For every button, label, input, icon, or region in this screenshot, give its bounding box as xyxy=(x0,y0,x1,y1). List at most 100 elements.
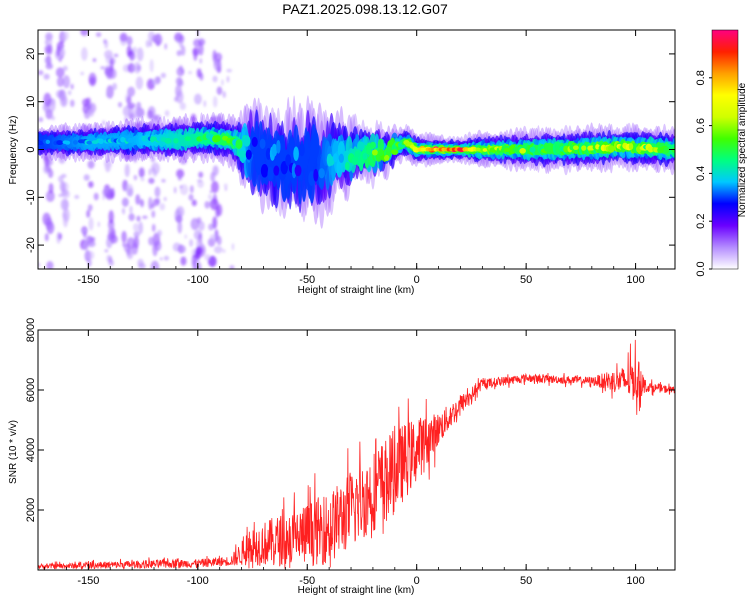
ridge-blob xyxy=(86,140,92,145)
noise-speckle xyxy=(192,259,197,269)
noise-speckle xyxy=(38,117,44,123)
ridge-blob xyxy=(354,150,360,158)
noise-speckle xyxy=(178,244,184,254)
ridge-blob xyxy=(184,136,192,142)
noise-speckle xyxy=(221,79,224,86)
ridge-blob xyxy=(338,153,344,163)
ridge-blob xyxy=(259,138,266,150)
ridge-blob xyxy=(337,141,345,159)
noise-speckle xyxy=(193,48,198,61)
y-tick-label: 2000 xyxy=(25,498,37,522)
noise-speckle xyxy=(58,232,63,240)
noise-speckle xyxy=(154,186,161,198)
noise-speckle xyxy=(90,237,96,242)
noise-speckle xyxy=(163,255,170,261)
noise-speckle xyxy=(126,249,132,256)
noise-speckle xyxy=(151,210,156,218)
noise-speckle xyxy=(44,57,47,64)
noise-speckle xyxy=(200,37,203,42)
colorbar-label: Normalized spectral amplitude xyxy=(737,82,748,217)
colorbar-gradient xyxy=(711,29,739,270)
noise-speckle xyxy=(126,45,132,58)
snr-y-axis-label: SNR (10 * v/v) xyxy=(8,420,19,484)
ridge-blob xyxy=(313,168,319,182)
noise-speckle xyxy=(87,204,93,212)
ridge-blob xyxy=(294,164,302,177)
noise-speckle xyxy=(136,215,141,222)
snr-y-axis: 2000 4000 6000 8000 xyxy=(25,318,675,522)
noise-speckle xyxy=(61,173,67,178)
noise-speckle xyxy=(193,93,202,105)
x-tick-label: -100 xyxy=(187,274,209,286)
noise-speckle xyxy=(122,242,126,248)
ridge-blob xyxy=(387,140,394,146)
ridge-core xyxy=(409,144,481,152)
ridge-blob xyxy=(555,147,561,154)
noise-speckle xyxy=(108,210,114,224)
spectrogram-y-axis: -20 -10 0 10 20 xyxy=(25,48,675,253)
ridge-blob xyxy=(503,147,510,153)
noise-speckle xyxy=(173,96,179,102)
noise-speckle xyxy=(209,234,216,241)
ridge-blob xyxy=(482,148,488,152)
noise-speckle xyxy=(56,76,64,88)
ridge-blob xyxy=(647,146,654,153)
noise-speckle xyxy=(164,43,168,50)
noise-speckle xyxy=(212,193,218,206)
noise-speckle xyxy=(140,177,145,182)
noise-speckle xyxy=(81,123,89,134)
noise-speckle xyxy=(128,113,136,121)
noise-speckle xyxy=(89,76,96,85)
noise-speckle xyxy=(48,182,54,194)
ridge-blob xyxy=(572,145,579,151)
noise-speckle xyxy=(226,75,230,83)
noise-speckle xyxy=(83,109,91,119)
ridge-blob xyxy=(377,138,384,153)
ridge-blob xyxy=(569,144,575,151)
noise-speckle xyxy=(222,249,226,253)
noise-speckle xyxy=(164,110,170,117)
noise-speckle xyxy=(58,57,62,63)
noise-speckle xyxy=(81,47,88,61)
noise-speckle xyxy=(212,216,218,229)
noise-speckle xyxy=(208,193,212,200)
noise-speckle xyxy=(126,102,136,109)
noise-speckle xyxy=(38,70,44,76)
noise-speckle xyxy=(159,257,163,261)
x-tick-label: -150 xyxy=(77,575,99,587)
ridge-blob xyxy=(260,164,269,178)
noise-speckle xyxy=(86,235,92,244)
ridge-blob xyxy=(179,135,185,143)
signal-ridge xyxy=(38,95,675,229)
noise-speckle xyxy=(188,71,193,75)
noise-speckle xyxy=(148,177,155,184)
ridge-blob xyxy=(173,137,179,144)
noise-speckle xyxy=(59,94,68,108)
noise-speckle xyxy=(148,236,155,246)
ridge-blob xyxy=(120,136,126,143)
noise-speckle xyxy=(193,38,201,48)
ridge-blob xyxy=(529,146,536,153)
noise-speckle xyxy=(47,44,53,55)
noise-speckle xyxy=(174,208,182,223)
noise-speckle xyxy=(147,31,156,42)
noise-speckle xyxy=(216,235,222,246)
noise-speckle xyxy=(160,155,164,161)
noise-speckle xyxy=(163,197,167,202)
colorbar-ticks: 0.0 0.2 0.4 0.6 0.8 xyxy=(695,70,712,277)
noise-speckle xyxy=(102,120,106,126)
noise-speckle xyxy=(86,104,91,111)
noise-speckle xyxy=(179,156,188,165)
noise-speckle xyxy=(86,209,91,218)
noise-speckle xyxy=(45,190,55,202)
noise-speckle xyxy=(138,262,146,269)
noise-speckle xyxy=(70,83,74,90)
noise-speckle xyxy=(204,200,210,209)
noise-speckle xyxy=(124,163,130,178)
ridge-blob xyxy=(243,135,251,147)
noise-speckle xyxy=(181,69,184,74)
noise-speckle xyxy=(222,91,226,98)
noise-speckle xyxy=(109,58,114,72)
